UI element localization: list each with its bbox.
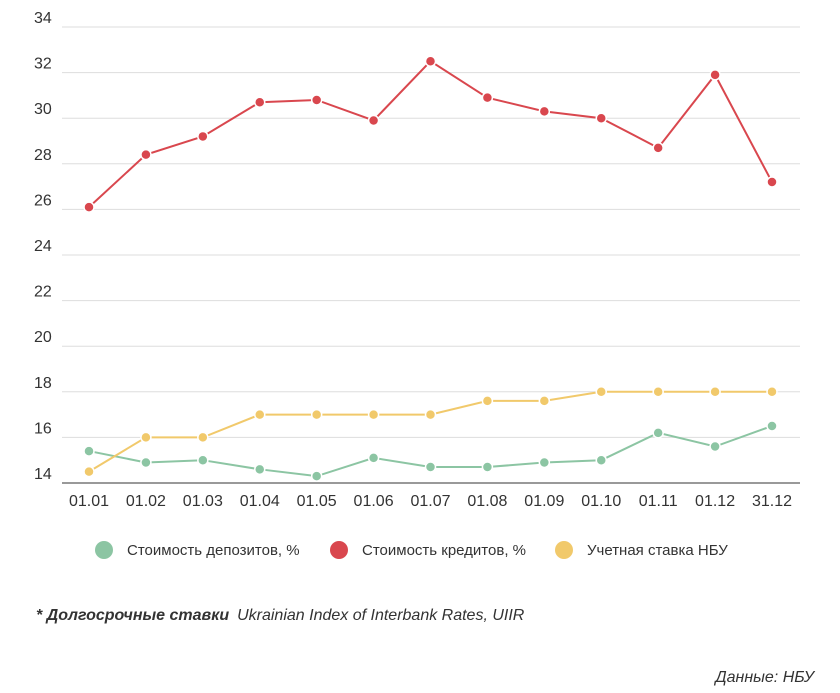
x-tick-label: 01.09 (524, 493, 564, 510)
data-point (197, 130, 209, 143)
legend-marker (330, 541, 348, 559)
data-point (83, 201, 95, 213)
y-tick-label: 34 (34, 10, 52, 27)
data-point (197, 431, 209, 444)
data-point (652, 427, 664, 439)
y-tick-label: 32 (34, 56, 52, 73)
data-point (367, 408, 380, 421)
data-point (709, 386, 721, 398)
series-line (88, 59, 773, 208)
x-tick-label: 01.06 (354, 493, 394, 510)
x-tick-label: 01.01 (69, 493, 109, 510)
y-tick-label: 28 (34, 147, 52, 164)
data-point (310, 408, 323, 421)
data-point (197, 454, 209, 466)
data-point (424, 55, 437, 67)
data-point (481, 91, 494, 104)
data-point (481, 461, 494, 473)
data-point (538, 395, 551, 407)
data-point (652, 386, 664, 398)
data-point (766, 176, 778, 188)
data-point (709, 440, 721, 453)
data-point (766, 386, 778, 398)
y-tick-label: 26 (34, 192, 52, 209)
data-point (766, 420, 778, 432)
y-tick-label: 24 (34, 238, 52, 255)
data-point (140, 148, 152, 161)
x-tick-label: 01.05 (297, 493, 337, 510)
y-tick-label: 14 (34, 466, 52, 483)
data-point (254, 96, 266, 108)
data-point (595, 454, 607, 466)
y-tick-label: 20 (34, 329, 52, 346)
data-point (481, 395, 494, 407)
data-point (83, 465, 95, 478)
legend-marker (555, 541, 573, 559)
data-point (709, 69, 721, 81)
footnote-text: Ukrainian Index of Interbank Rates, UIIR (237, 607, 525, 624)
x-tick-label: 01.12 (695, 493, 735, 510)
series-line (88, 390, 772, 473)
data-point (310, 470, 323, 482)
x-tick-label: 01.11 (639, 493, 678, 510)
data-point (595, 386, 607, 398)
data-point (140, 431, 152, 444)
data-point (367, 452, 380, 464)
y-tick-label: 22 (34, 284, 52, 301)
data-point (83, 445, 95, 457)
legend-label: Стоимость депозитов, % (127, 542, 300, 559)
data-point (538, 105, 551, 118)
data-point (595, 112, 607, 124)
x-tick-label: 31.12 (752, 493, 792, 510)
data-point (254, 463, 266, 476)
footnote: * Долгосрочные ставки Ukrainian Index of … (36, 607, 525, 624)
x-tick-label: 01.03 (183, 493, 223, 510)
source: Данные: НБУ (713, 669, 815, 686)
legend-label: Учетная ставка НБУ (587, 542, 728, 559)
x-tick-label: 01.10 (581, 493, 621, 510)
y-tick-label: 16 (34, 420, 52, 437)
data-point (424, 461, 437, 473)
y-tick-label: 18 (34, 375, 52, 392)
x-tick-label: 01.07 (410, 493, 450, 510)
footnote-bold: * Долгосрочные ставки (36, 607, 229, 624)
data-point (424, 408, 437, 421)
data-point (254, 408, 266, 421)
y-tick-label: 30 (34, 101, 52, 118)
x-tick-label: 01.04 (240, 493, 280, 510)
x-tick-label: 01.08 (467, 493, 507, 510)
data-point (538, 456, 551, 469)
data-point (652, 142, 664, 154)
data-point (367, 114, 380, 127)
x-tick-label: 01.02 (126, 493, 166, 510)
legend-marker (95, 541, 113, 559)
legend-label: Стоимость кредитов, % (362, 542, 526, 559)
data-point (310, 94, 323, 106)
data-point (140, 456, 152, 469)
